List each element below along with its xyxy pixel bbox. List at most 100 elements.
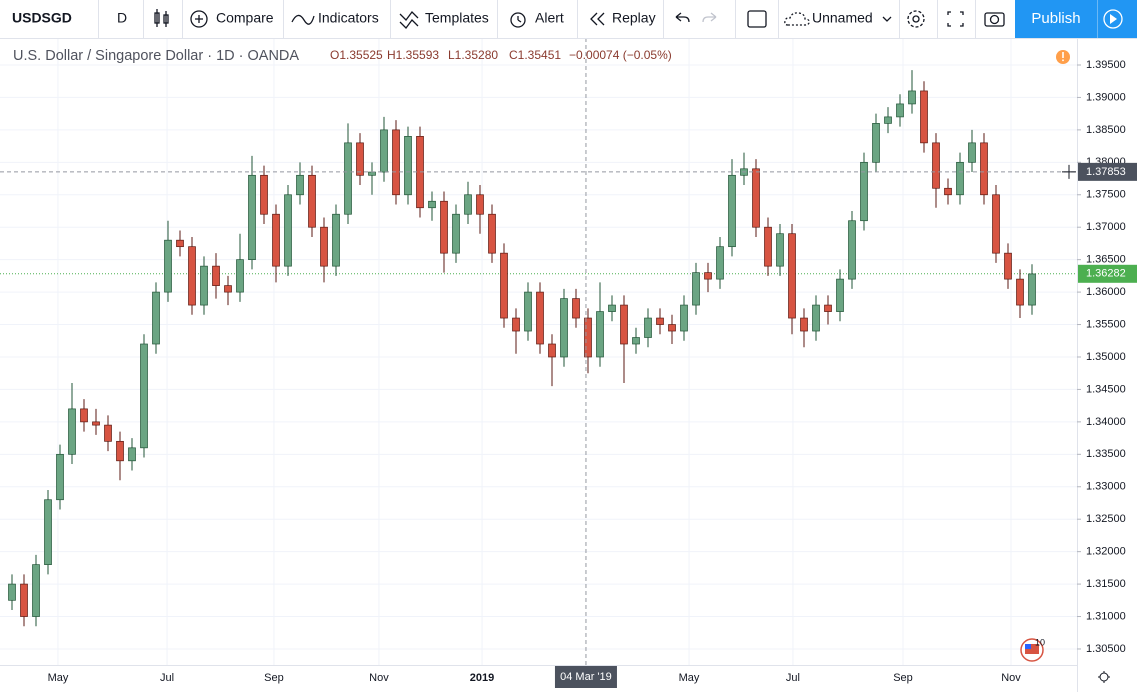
candle-body: [476, 194, 484, 215]
candle-body: [920, 90, 928, 144]
publish-button[interactable]: Publish: [1031, 10, 1080, 27]
x-tick-label: 2019: [470, 672, 494, 684]
candle-body: [656, 317, 664, 325]
candle-body: [116, 440, 124, 462]
y-tick-label: 1.39000: [1086, 91, 1126, 103]
replay-icon[interactable]: [590, 12, 605, 26]
undo-button[interactable]: [675, 12, 690, 23]
warning-dot: [1062, 59, 1064, 62]
plot-area: 1.30500 1.31000 1.31500 1.32000 1.32500 1.330…: [0, 38, 1137, 692]
alert-icon[interactable]: [510, 12, 526, 28]
candle-body: [260, 174, 268, 215]
candle-body: [68, 408, 76, 455]
warning-mark: [1062, 52, 1064, 58]
candle-body: [872, 123, 880, 163]
settings-button[interactable]: [907, 10, 925, 28]
candle-body: [8, 583, 16, 601]
indicators-button[interactable]: Indicators: [318, 10, 379, 26]
y-tick-label: 1.35500: [1086, 318, 1126, 330]
indicators-icon[interactable]: [291, 14, 315, 25]
candle-body: [356, 142, 364, 176]
candle-body: [524, 291, 532, 332]
replay-button[interactable]: Replay: [612, 10, 656, 26]
candle-body: [1004, 252, 1012, 280]
templates-button[interactable]: Templates: [425, 10, 489, 26]
crosshair-cursor: [1062, 164, 1076, 179]
x-tick-label: May: [48, 672, 69, 684]
candle-body: [404, 136, 412, 196]
axis-settings-gear[interactable]: [1099, 672, 1109, 682]
ohlc-value: L1.35280: [448, 48, 498, 62]
last-price-tag: [1078, 264, 1137, 283]
ohlc-legend: O1.35525 H1.35593 L1.35280 C1.35451 −0.00074…: [330, 48, 672, 62]
candle-body: [704, 272, 712, 280]
flag-icon: [1025, 644, 1039, 654]
alert-button[interactable]: Alert: [535, 10, 564, 26]
chart-style-button[interactable]: [154, 9, 169, 27]
candle-body: [308, 174, 316, 228]
candle-body: [104, 424, 112, 442]
candle-body: [1028, 273, 1036, 306]
candle-body: [200, 265, 208, 306]
compare-icon[interactable]: [190, 10, 208, 28]
candle-body: [812, 304, 820, 332]
cloud-icon[interactable]: [784, 12, 810, 26]
candle-body: [188, 246, 196, 306]
candle-body: [572, 298, 580, 319]
candle-body: [632, 337, 640, 345]
x-tick-label: Nov: [369, 672, 389, 684]
candle-body: [140, 343, 148, 449]
symbol[interactable]: USDSGD: [12, 10, 72, 26]
candle-body: [452, 213, 460, 254]
compare-button[interactable]: Compare: [216, 10, 274, 26]
candle-body: [584, 317, 592, 358]
layout-button[interactable]: [747, 10, 767, 28]
candle-body: [236, 259, 244, 293]
candle-body: [884, 116, 892, 124]
candle-body: [212, 265, 220, 286]
fullscreen-button[interactable]: [947, 11, 964, 27]
candle-body: [164, 239, 172, 293]
y-tick-label: 1.36500: [1086, 254, 1126, 266]
candle-body: [344, 142, 352, 215]
y-tick-label: 1.32500: [1086, 513, 1126, 525]
candle-body: [32, 564, 40, 617]
interval[interactable]: D: [117, 10, 127, 26]
candle-body: [980, 142, 988, 196]
x-tick-label: May: [679, 672, 700, 684]
publish-bg[interactable]: [1015, 0, 1097, 38]
candle-body: [548, 343, 556, 358]
candle-body: [560, 298, 568, 358]
play-icon[interactable]: [1103, 9, 1123, 29]
toolbar-bg: [0, 0, 1137, 38]
x-tick-label: Nov: [1001, 672, 1021, 684]
templates-icon[interactable]: [399, 11, 419, 29]
candle-body: [224, 285, 232, 293]
x-tick-label: Jul: [160, 672, 174, 684]
candle-body: [728, 174, 736, 248]
candle-body: [272, 213, 280, 267]
y-tick-label: 1.33000: [1086, 481, 1126, 493]
x-tick-label: Sep: [893, 672, 913, 684]
candle-body: [44, 499, 52, 565]
play-triangle: [1110, 14, 1117, 24]
y-tick-label: 1.32000: [1086, 546, 1126, 558]
candle-body: [176, 239, 184, 248]
candle-body: [608, 304, 616, 312]
candle-body: [764, 226, 772, 267]
candle-body: [800, 317, 808, 332]
candle-body: [332, 213, 340, 267]
candle-body: [776, 233, 784, 267]
snapshot-button[interactable]: [984, 12, 1005, 27]
layout-dropdown[interactable]: [882, 16, 892, 22]
y-tick-label: 1.37000: [1086, 221, 1126, 233]
toolbar: USDSGD D Compare Indicators Templates Al…: [0, 0, 1137, 39]
candle-body: [992, 194, 1000, 254]
candle-body: [296, 174, 304, 196]
y-tick-label: 1.34000: [1086, 416, 1126, 428]
layout-name[interactable]: Unnamed: [812, 10, 873, 26]
candle-body: [944, 187, 952, 196]
candle-body: [716, 246, 724, 280]
redo-button[interactable]: [702, 12, 717, 23]
